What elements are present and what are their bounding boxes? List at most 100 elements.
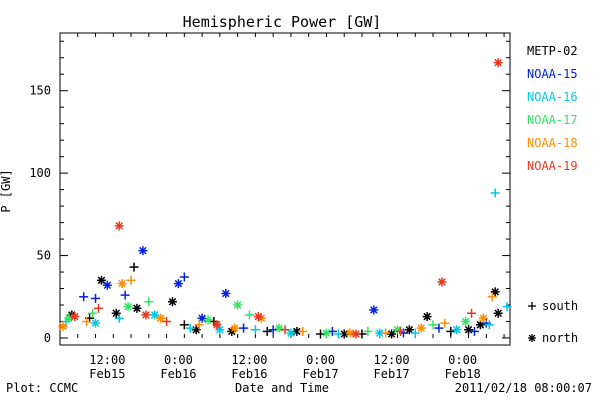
data-point-north	[478, 313, 488, 323]
data-point-south	[469, 326, 479, 336]
hemisphere-symbol-north	[528, 334, 536, 342]
data-point-north	[493, 308, 503, 318]
data-point-south	[410, 328, 420, 338]
legend-entry: NOAA-18	[527, 136, 578, 150]
data-point-south	[88, 308, 98, 318]
data-point-north	[233, 300, 243, 310]
data-point-south	[446, 326, 456, 336]
legend-entry: NOAA-17	[527, 113, 578, 127]
data-points	[58, 58, 512, 339]
data-point-north	[212, 320, 222, 330]
x-tick-label-time: 0:00	[448, 353, 477, 367]
data-point-north	[416, 323, 426, 333]
data-point-south	[333, 329, 343, 339]
data-point-north	[375, 328, 385, 338]
x-tick-label-time: 12:00	[374, 353, 410, 367]
data-point-south	[250, 325, 260, 335]
data-point-south	[126, 275, 136, 285]
data-point-north	[221, 288, 231, 298]
data-point-north	[173, 279, 183, 289]
data-point-south	[114, 313, 124, 323]
data-point-north	[464, 325, 474, 335]
data-point-north	[111, 308, 121, 318]
data-point-north	[114, 221, 124, 231]
data-point-south	[129, 262, 139, 272]
data-point-north	[191, 325, 201, 335]
data-point-south	[381, 328, 391, 338]
data-point-south	[79, 292, 89, 302]
data-point-north	[493, 58, 503, 68]
hemisphere-label: south	[542, 299, 578, 313]
data-point-north	[70, 312, 80, 322]
data-point-north	[132, 303, 142, 313]
data-point-north	[253, 312, 263, 322]
chart-title: Hemispheric Power [GW]	[183, 13, 382, 31]
data-point-south	[502, 302, 512, 312]
x-axis-label: Date and Time	[235, 381, 329, 395]
data-point-north	[369, 305, 379, 315]
data-point-south	[434, 323, 444, 333]
data-point-south	[316, 329, 326, 339]
data-point-north	[387, 329, 397, 339]
x-tick-label-date: Feb16	[160, 367, 196, 381]
data-point-north	[230, 323, 240, 333]
data-point-north	[452, 325, 462, 335]
hemisphere-label: north	[542, 331, 578, 345]
data-point-north	[123, 302, 133, 312]
data-point-south	[179, 272, 189, 282]
data-point-south	[467, 308, 477, 318]
data-point-north	[91, 318, 101, 328]
data-point-north	[203, 315, 213, 325]
data-point-north	[321, 328, 331, 338]
legend-entry: NOAA-16	[527, 90, 578, 104]
data-point-south	[262, 326, 272, 336]
x-tick-label-time: 0:00	[164, 353, 193, 367]
data-point-north	[64, 313, 74, 323]
x-axis: 12:00Feb150:00Feb1612:00Feb160:00Feb1712…	[59, 33, 505, 381]
legend-entry: NOAA-19	[527, 159, 578, 173]
data-point-north	[437, 277, 447, 287]
data-point-south	[363, 326, 373, 336]
data-point-north	[102, 280, 112, 290]
x-tick-label-time: 12:00	[89, 353, 125, 367]
y-tick-label: 0	[44, 331, 51, 345]
data-point-south	[395, 326, 405, 336]
plot-credit: Plot: CCMC	[6, 381, 79, 395]
data-point-south	[120, 290, 130, 300]
data-point-south	[268, 325, 278, 335]
data-point-north	[138, 246, 148, 256]
data-point-north	[345, 328, 355, 338]
data-point-north	[117, 279, 127, 289]
legend-entry: METP-02	[527, 44, 578, 58]
plot-timestamp: 2011/02/18 08:00:07	[454, 381, 592, 395]
x-tick-label-time: 0:00	[306, 353, 335, 367]
data-point-south	[91, 293, 101, 303]
legend-entry: NOAA-15	[527, 67, 578, 81]
data-point-north	[286, 328, 296, 338]
data-point-north	[422, 312, 432, 322]
x-tick-label-date: Feb16	[231, 367, 267, 381]
hemisphere-symbol-south	[528, 302, 536, 310]
data-point-north	[156, 313, 166, 323]
data-point-north	[461, 317, 471, 327]
data-point-north	[96, 275, 106, 285]
x-tick-label-time: 12:00	[231, 353, 267, 367]
y-axis: 0 50 100 150	[29, 40, 510, 345]
data-point-south	[179, 320, 189, 330]
data-point-north	[58, 321, 68, 331]
data-point-south	[82, 317, 92, 327]
data-point-south	[440, 318, 450, 328]
data-point-south	[93, 303, 103, 313]
data-point-south	[484, 320, 494, 330]
data-point-south	[185, 323, 195, 333]
data-point-north	[490, 287, 500, 297]
data-point-north	[168, 297, 177, 307]
data-point-north	[351, 329, 361, 339]
data-point-south	[244, 310, 254, 320]
y-tick-label: 50	[37, 249, 51, 263]
data-point-south	[298, 326, 308, 336]
data-point-north	[274, 323, 284, 333]
series-legend: METP-02 NOAA-15 NOAA-16 NOAA-17 NOAA-18 NOAA-…	[527, 44, 578, 173]
y-tick-label: 100	[29, 166, 51, 180]
